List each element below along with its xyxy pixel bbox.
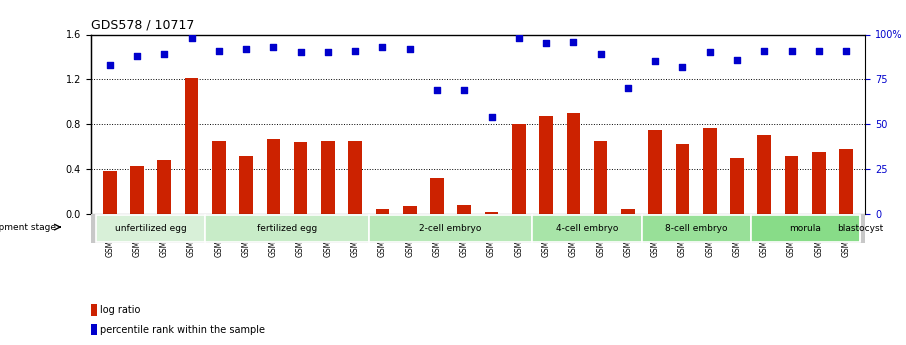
Point	[839, 48, 853, 53]
Bar	[649, 130, 662, 214]
Bar	[458, 205, 471, 214]
Text: percentile rank within the sample: percentile rank within the sample	[101, 325, 265, 335]
Bar	[158, 160, 171, 214]
Point	[294, 50, 308, 55]
Point	[730, 57, 745, 62]
Point	[702, 50, 717, 55]
Bar	[96, 215, 205, 242]
Point	[239, 46, 254, 52]
Text: 4-cell embryo: 4-cell embryo	[555, 224, 618, 233]
Point	[757, 48, 772, 53]
Text: morula: morula	[789, 224, 821, 233]
Bar	[485, 211, 498, 214]
Bar	[676, 144, 689, 214]
Bar	[703, 128, 717, 214]
Bar	[103, 171, 117, 214]
Point	[184, 35, 198, 41]
Bar	[205, 215, 369, 242]
Bar	[539, 116, 553, 214]
Bar	[130, 166, 144, 214]
Text: blastocyst: blastocyst	[836, 224, 883, 233]
Point	[157, 51, 171, 57]
Text: 2-cell embryo: 2-cell embryo	[419, 224, 482, 233]
Point	[566, 39, 581, 45]
Bar	[593, 141, 608, 214]
Bar	[430, 178, 444, 214]
Text: unfertilized egg: unfertilized egg	[115, 224, 187, 233]
Bar	[266, 139, 280, 214]
Point	[648, 59, 662, 64]
Point	[102, 62, 117, 68]
Point	[348, 48, 362, 53]
Point	[211, 48, 226, 53]
Point	[266, 44, 281, 50]
Text: development stage: development stage	[0, 223, 56, 231]
Point	[785, 48, 799, 53]
Point	[485, 114, 499, 120]
Bar	[751, 215, 860, 242]
Point	[429, 87, 444, 93]
Bar	[321, 141, 334, 214]
Text: 8-cell embryo: 8-cell embryo	[665, 224, 728, 233]
Bar	[641, 215, 751, 242]
Bar	[91, 304, 97, 316]
Bar	[533, 215, 641, 242]
Bar	[294, 142, 307, 214]
Text: fertilized egg: fertilized egg	[257, 224, 317, 233]
Point	[675, 64, 689, 70]
Text: GDS578 / 10717: GDS578 / 10717	[91, 19, 194, 32]
Bar	[91, 324, 97, 335]
Point	[130, 53, 144, 59]
Bar	[348, 141, 362, 214]
Point	[375, 44, 390, 50]
Point	[621, 86, 635, 91]
Point	[457, 87, 471, 93]
Bar	[785, 156, 798, 214]
Bar	[376, 209, 390, 214]
Bar	[512, 124, 525, 214]
Bar	[212, 141, 226, 214]
Bar	[757, 136, 771, 214]
Bar	[622, 209, 635, 214]
Text: log ratio: log ratio	[101, 305, 140, 315]
Bar	[369, 215, 533, 242]
Point	[402, 46, 417, 52]
Point	[321, 50, 335, 55]
Point	[539, 41, 554, 46]
Point	[512, 35, 526, 41]
Bar	[839, 149, 853, 214]
Bar	[566, 113, 580, 214]
Bar	[403, 206, 417, 214]
Bar	[239, 156, 253, 214]
Bar	[812, 152, 825, 214]
Bar	[730, 158, 744, 214]
Point	[593, 51, 608, 57]
Bar	[185, 78, 198, 214]
Point	[812, 48, 826, 53]
